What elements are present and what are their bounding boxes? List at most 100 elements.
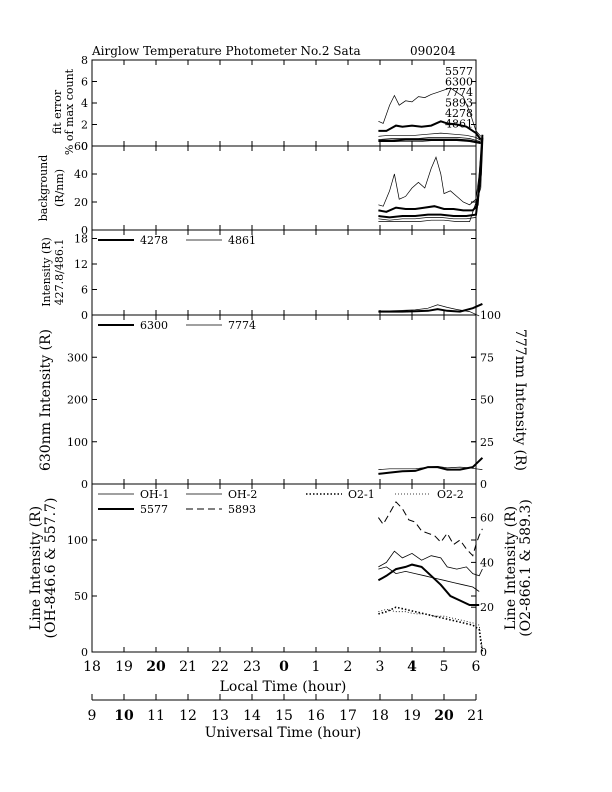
legend-label: 5577	[140, 503, 168, 516]
panel1-ylabel-top: fit error	[51, 89, 64, 134]
panel-4-series-6300	[378, 457, 484, 475]
panel2-ylabel-top: background	[37, 155, 50, 222]
xaxis-ut-tick: 19	[403, 708, 421, 724]
xaxis-ut-tick: 20	[434, 708, 454, 724]
panel2-ylabel-bottom: (R/nm)	[53, 169, 66, 207]
panel-5-ytick-right-label: 40	[480, 556, 494, 569]
panel-5-ytick-right-label: 20	[480, 601, 494, 614]
panel-5-series-O2-2	[378, 608, 483, 650]
panel-5-ytick-label: 50	[74, 590, 88, 603]
panel-2-ytick-label: 20	[74, 196, 88, 209]
panel-1-series-4	[378, 138, 481, 144]
panel-1-series-label: 6300	[445, 76, 473, 89]
panel-1-series-label: 4861	[445, 118, 473, 131]
panel-1-ytick-label: 4	[81, 97, 88, 110]
xaxis-local-tick: 1	[312, 659, 321, 675]
panel-4-ytick-right-label: 25	[480, 436, 494, 449]
panel-3-series-4278	[378, 302, 483, 313]
panel-3-ytick-label: 6	[81, 284, 88, 297]
legend-label: 4278	[140, 234, 168, 247]
xaxis-local-tick: 20	[146, 659, 166, 675]
legend-label: O2-1	[348, 488, 375, 501]
panel4-ylabel: 630nm Intensity (R)	[38, 329, 54, 471]
panel-1-series-label: 7774	[445, 86, 473, 99]
xaxis-ut-tick: 14	[243, 708, 261, 724]
legend-label: 5893	[228, 503, 256, 516]
panel-4-ytick-label: 300	[67, 351, 88, 364]
xaxis-ut-tick: 13	[211, 708, 229, 724]
panel-4-ytick-label: 0	[81, 478, 88, 491]
panel-4-ytick-right-label: 50	[480, 394, 494, 407]
panel-1-series-2	[378, 132, 481, 141]
xaxis-ut-tick: 9	[88, 708, 97, 724]
xaxis-local-tick: 3	[376, 659, 385, 675]
legend-label: O2-2	[437, 488, 464, 501]
xaxis-ut-tick: 17	[339, 708, 357, 724]
xaxis-local-tick: 23	[243, 659, 261, 675]
panel-4-series-7774	[378, 465, 483, 470]
panel-1-ytick-label: 8	[81, 54, 88, 67]
panel4-ylabel-right: 777nm Intensity (R)	[512, 329, 528, 471]
panel-1-series-5	[378, 140, 481, 145]
panel-4-ytick-right-label: 0	[480, 478, 487, 491]
legend-label: OH-1	[140, 488, 169, 501]
panel-4-frame	[91, 314, 477, 485]
panel-2-ytick-label: 0	[81, 224, 88, 237]
panel-5-series-OH-2	[378, 550, 483, 577]
panel-3-ytick-label: 18	[74, 233, 88, 246]
panel-3-ytick-label: 12	[74, 258, 88, 271]
xaxis-ut-tick: 18	[371, 708, 389, 724]
panel3-ylabel-bottom: 427.8/486.1	[53, 239, 66, 306]
panel-1-series-3	[378, 137, 481, 143]
panel-3-ytick-label: 0	[81, 309, 88, 322]
panel-4-ytick-label: 100	[67, 436, 88, 449]
panel5-ylabel-right-top: Line Intensity (R)	[503, 506, 519, 630]
legend-label: 6300	[140, 319, 168, 332]
panel-5-ytick-label: 100	[67, 534, 88, 547]
panel1-ylabel-bottom: % of max count	[63, 68, 76, 155]
panel-1-series-0	[378, 87, 482, 137]
xaxis-local-tick: 22	[211, 659, 229, 675]
legend-label: 7774	[228, 319, 256, 332]
xaxis-ut-tick: 10	[114, 708, 134, 724]
panel-4-ytick-right-label: 100	[480, 309, 501, 322]
xaxis-ut-tick: 15	[275, 708, 293, 724]
panel-1-series-label: 5893	[445, 97, 473, 110]
legend-label: 4861	[228, 234, 256, 247]
panel-1-ytick-label: 2	[81, 119, 88, 132]
xaxis-local-tick: 2	[344, 659, 353, 675]
xaxis-local-tick: 5	[440, 659, 449, 675]
panel-2-series-4	[378, 143, 483, 222]
legend-label: OH-2	[228, 488, 257, 501]
panel-3-series-4861	[378, 304, 480, 317]
panel5-ylabel-bottom: (OH-846.6 & 557.7)	[43, 498, 59, 639]
panel5-ylabel-right-bottom: (O2-866.1 & 589.3)	[518, 499, 534, 637]
xaxis-local-tick: 6	[472, 659, 481, 675]
panel-4-ytick-right-label: 75	[480, 351, 494, 364]
chart-date: 090204	[410, 44, 456, 58]
xaxis-local-tick: 19	[115, 659, 133, 675]
panel-1-series-1	[378, 120, 482, 141]
xaxis-local-tick: 4	[407, 659, 417, 675]
panel3-ylabel-top: Intensity (R)	[40, 237, 53, 307]
panel-5-series-OH-1	[378, 566, 480, 592]
xaxis-ut-label: Universal Time (hour)	[205, 725, 362, 741]
panel-1-series-label: 5577	[445, 65, 473, 78]
panel-2-series-0	[378, 134, 483, 207]
panel-5-ytick-right-label: 0	[480, 646, 487, 659]
panel-4-ytick-label: 200	[67, 394, 88, 407]
xaxis-ut-tick: 12	[179, 708, 197, 724]
panel-5-series-5577	[377, 563, 480, 606]
panel-2-series-3	[378, 140, 483, 221]
xaxis-ut-tick: 21	[467, 708, 485, 724]
chart-title: Airglow Temperature Photometer No.2 Sata	[91, 44, 361, 58]
panel-2-series-2	[378, 137, 484, 219]
xaxis-local-label: Local Time (hour)	[220, 679, 347, 695]
xaxis-ut-tick: 16	[307, 708, 325, 724]
panel-2-ytick-label: 60	[74, 140, 88, 153]
panel-5-series-5893	[377, 501, 483, 557]
panel-1-frame	[91, 59, 477, 147]
panel-2-frame	[91, 145, 477, 231]
panel-1-ytick-label: 0	[81, 140, 88, 153]
